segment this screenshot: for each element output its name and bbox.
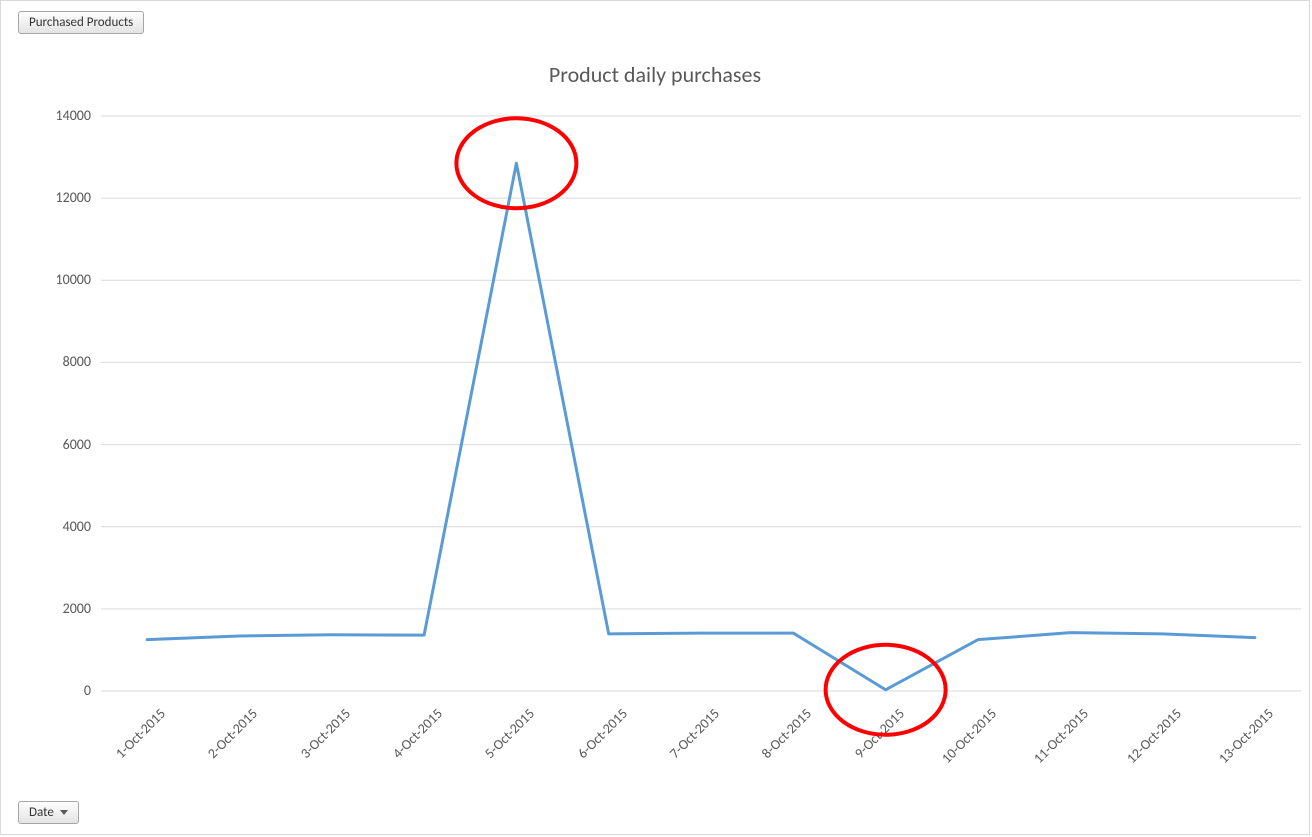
annotations: [456, 118, 945, 735]
chart-svg: [1, 1, 1311, 836]
data-series-line: [147, 163, 1255, 690]
chart-container: Purchased Products Date Product daily pu…: [0, 0, 1310, 835]
gridlines: [101, 116, 1301, 691]
